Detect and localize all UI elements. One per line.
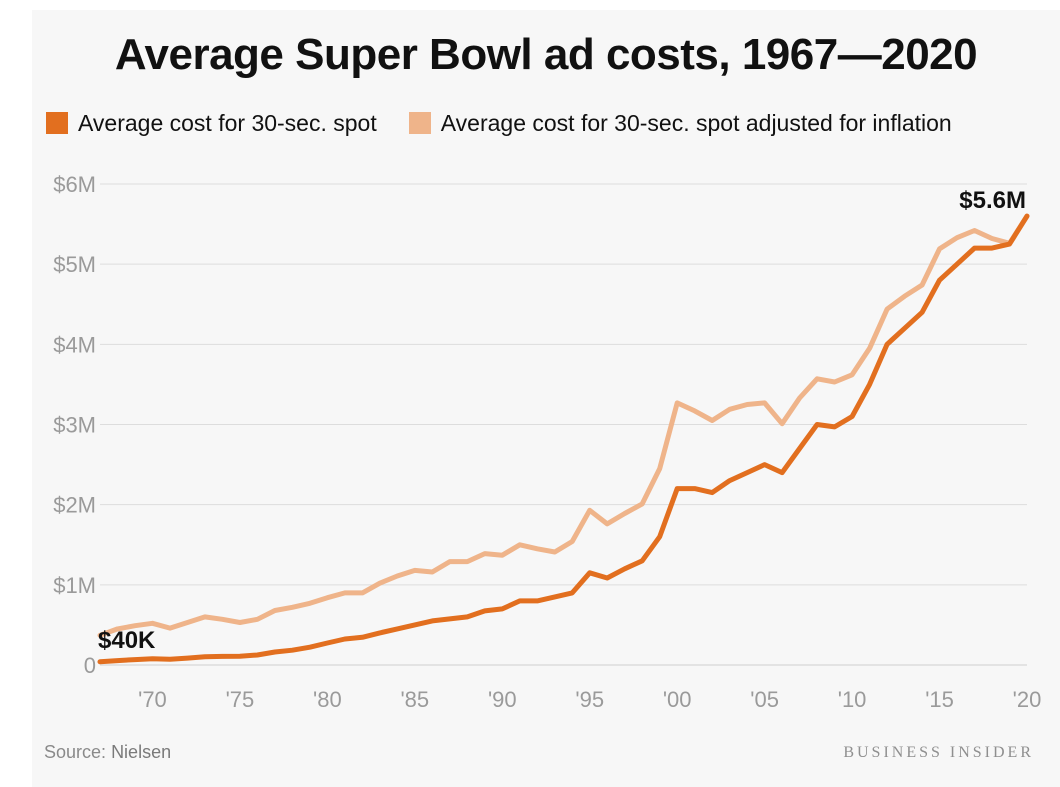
x-tick-label: '00 [663, 687, 692, 712]
source-name: Nielsen [111, 742, 172, 762]
x-tick-label: '90 [488, 687, 517, 712]
x-tick-label: '80 [313, 687, 342, 712]
y-tick-label: $3M [53, 413, 96, 438]
legend-swatch-nominal [46, 112, 68, 134]
y-tick-label: $5M [53, 252, 96, 277]
annotation-end-value: $5.6M [959, 187, 1026, 214]
y-tick-label: $6M [53, 172, 96, 197]
x-tick-label: '15 [925, 687, 954, 712]
annotation-start-value: $40K [98, 627, 156, 654]
legend-item-nominal: Average cost for 30-sec. spot [46, 110, 377, 137]
y-tick-label: $1M [53, 573, 96, 598]
legend-item-adjusted: Average cost for 30-sec. spot adjusted f… [408, 109, 952, 137]
x-tick-label: '20 [1013, 687, 1042, 712]
legend-label-nominal: Average cost for 30-sec. spot [78, 109, 377, 136]
y-tick-label: $2M [53, 493, 96, 518]
source-note: Source: Nielsen [44, 742, 171, 763]
y-tick-label: 0 [84, 653, 96, 678]
source-label: Source: [44, 742, 107, 762]
chart-legend: Average cost for 30-sec. spot Average co… [46, 108, 984, 138]
x-tick-label: '95 [575, 687, 604, 712]
series-line-nominal [97, 213, 1030, 665]
y-tick-label: $4M [53, 332, 96, 357]
legend-swatch-adjusted [408, 112, 431, 134]
chart-title: Average Super Bowl ad costs, 1967—2020 [114, 30, 978, 79]
x-tick-label: '05 [750, 687, 779, 712]
series-line-adjusted [97, 213, 1030, 638]
x-tick-label: '70 [138, 687, 167, 712]
legend-label-adjusted: Average cost for 30-sec. spot adjusted f… [440, 109, 952, 136]
x-tick-label: '10 [838, 687, 867, 712]
brand-logo: BUSINESS INSIDER [843, 744, 1034, 761]
x-tick-label: '85 [400, 687, 429, 712]
x-tick-label: '75 [226, 687, 255, 712]
